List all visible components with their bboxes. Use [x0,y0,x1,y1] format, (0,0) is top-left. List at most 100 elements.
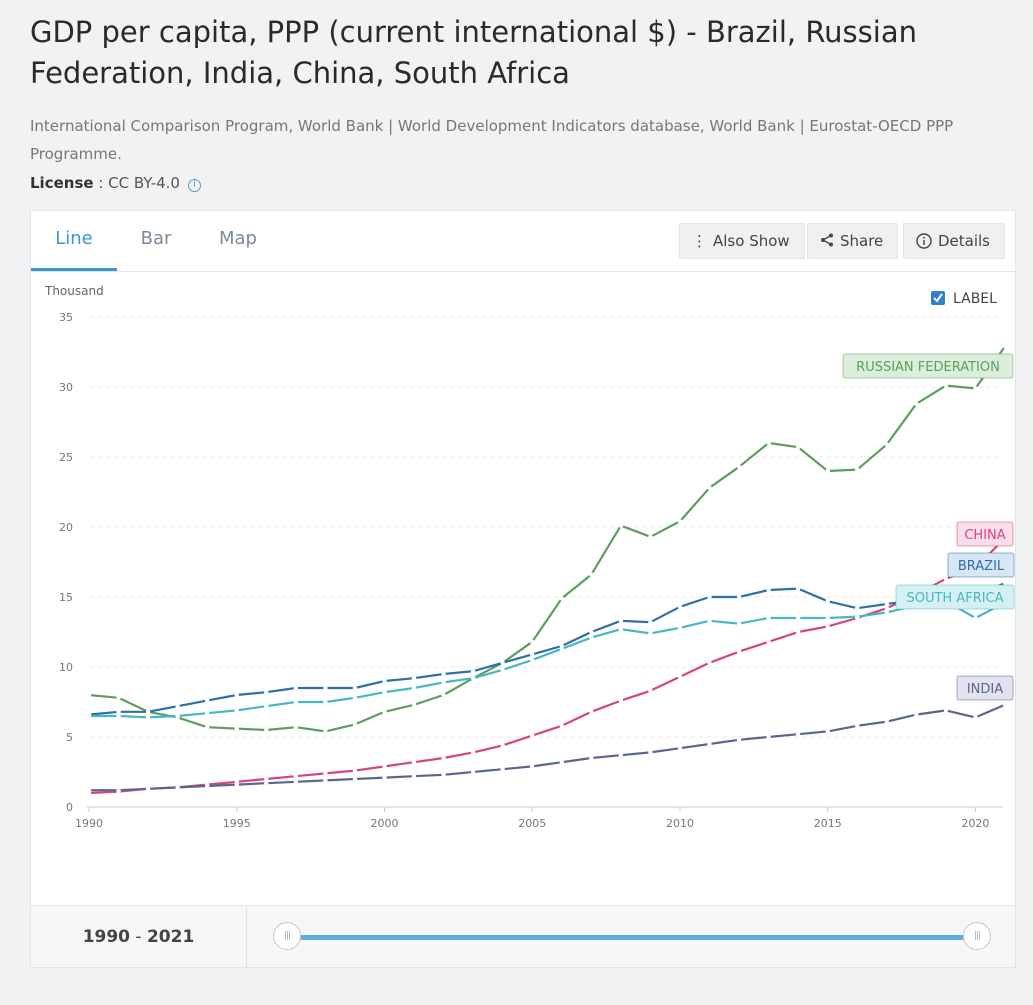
data-point[interactable] [323,771,328,776]
also-show-button[interactable]: ⋮ Also Show [679,223,805,259]
data-point[interactable] [264,690,269,695]
data-point[interactable] [559,646,564,651]
data-point[interactable] [825,729,830,734]
data-point[interactable] [382,690,387,695]
data-point[interactable] [411,760,417,765]
data-point[interactable] [795,586,801,591]
range-handle-start[interactable]: ||| [273,922,301,950]
data-point[interactable] [707,618,712,623]
data-point[interactable] [264,704,269,709]
data-point[interactable] [441,772,446,777]
data-point[interactable] [825,468,830,474]
data-point[interactable] [175,785,180,790]
data-point[interactable] [293,699,299,705]
series-line[interactable] [88,345,1006,733]
data-point[interactable] [677,625,683,630]
data-point[interactable] [323,778,328,783]
data-point[interactable] [500,667,505,672]
data-point[interactable] [234,708,239,713]
data-point[interactable] [234,782,239,787]
data-point[interactable] [323,699,328,705]
data-point[interactable] [293,685,299,691]
data-point[interactable] [855,723,860,728]
data-point[interactable] [736,649,742,654]
data-point[interactable] [707,660,712,665]
data-point[interactable] [382,764,387,769]
data-point[interactable] [943,708,949,713]
data-point[interactable] [264,727,269,733]
data-point[interactable] [470,769,476,775]
data-point[interactable] [825,615,830,621]
share-button[interactable]: Share [807,223,899,259]
data-point[interactable] [589,709,594,714]
data-point[interactable] [559,596,564,601]
data-point[interactable] [943,383,949,388]
data-point[interactable] [855,614,860,619]
data-point[interactable] [943,576,949,581]
data-point[interactable] [382,775,387,780]
data-point[interactable] [795,615,801,621]
data-point[interactable] [204,783,210,789]
data-point[interactable] [86,788,92,793]
data-point[interactable] [500,767,505,772]
label-toggle[interactable]: LABEL [931,291,997,307]
series-south-africa[interactable] [86,599,1008,720]
data-point[interactable] [559,760,564,765]
data-point[interactable] [648,750,653,755]
data-point[interactable] [116,713,121,719]
data-point[interactable] [766,639,771,644]
data-point[interactable] [116,788,121,793]
data-point[interactable] [648,631,653,636]
data-point[interactable] [530,639,535,644]
series-line[interactable] [89,703,1006,792]
series-line[interactable] [88,537,1006,795]
data-point[interactable] [589,755,594,761]
data-point[interactable] [411,685,417,691]
data-point[interactable] [264,781,269,786]
data-point[interactable] [530,657,535,663]
data-point[interactable] [736,464,742,469]
data-point[interactable] [973,615,978,621]
series-india[interactable] [86,702,1008,793]
data-point[interactable] [530,652,535,657]
data-point[interactable] [736,737,742,742]
data-point[interactable] [677,519,683,524]
data-point[interactable] [441,755,446,761]
data-point[interactable] [234,726,239,731]
data-point[interactable] [707,594,712,600]
tab-bar[interactable]: Bar [140,228,172,249]
data-point[interactable] [116,695,121,700]
data-point[interactable] [618,523,624,528]
data-point[interactable] [411,702,417,707]
data-point[interactable] [914,401,919,406]
data-point[interactable] [766,587,771,593]
data-point[interactable] [559,723,564,728]
details-button[interactable]: Details [903,223,1006,259]
data-point[interactable] [973,715,978,720]
data-point[interactable] [293,774,299,779]
data-point[interactable] [293,725,299,730]
data-point[interactable] [441,680,446,685]
data-point[interactable] [116,709,121,714]
data-point[interactable] [352,695,358,700]
data-point[interactable] [884,442,890,447]
data-point[interactable] [648,688,653,693]
data-point[interactable] [382,678,387,684]
data-point[interactable] [86,692,92,698]
data-point[interactable] [352,768,358,773]
data-point[interactable] [707,741,712,747]
data-point[interactable] [204,711,210,716]
data-point[interactable] [855,467,860,472]
data-point[interactable] [648,534,653,539]
data-point[interactable] [766,734,771,740]
data-point[interactable] [204,725,210,730]
data-point[interactable] [145,715,151,720]
data-point[interactable] [589,572,594,577]
data-point[interactable] [234,692,239,698]
data-point[interactable] [382,709,387,714]
data-point[interactable] [618,627,624,632]
data-point[interactable] [175,704,180,709]
data-point[interactable] [470,750,476,755]
data-point[interactable] [677,746,683,751]
data-point[interactable] [589,629,594,635]
